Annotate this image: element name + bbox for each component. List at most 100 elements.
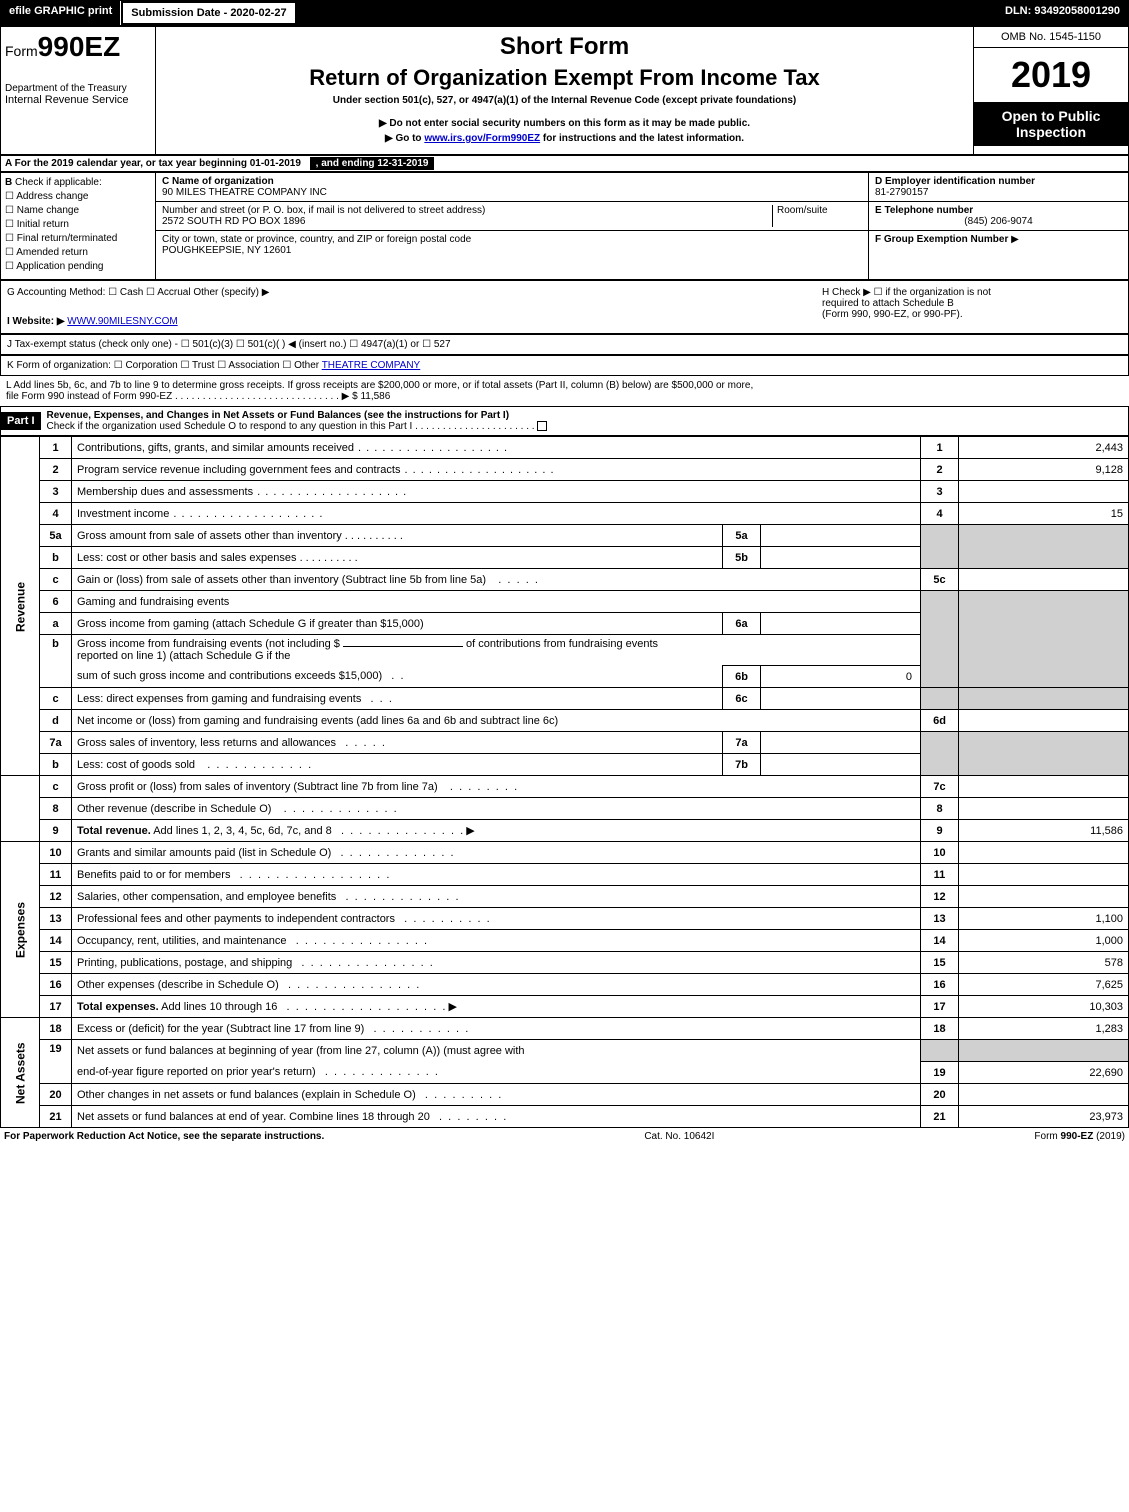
sub-7b: 7b — [723, 754, 761, 776]
header-left: Form990EZ Department of the Treasury Int… — [1, 27, 156, 154]
subval-6b: 0 — [761, 666, 921, 688]
cb-final-return[interactable]: ☐ Final return/terminated — [5, 233, 151, 244]
org-name: 90 MILES THEATRE COMPANY INC — [162, 187, 862, 198]
org-name-row: C Name of organization 90 MILES THEATRE … — [156, 173, 868, 202]
ein-row: D Employer identification number 81-2790… — [869, 173, 1128, 202]
desc-7b: Less: cost of goods sold . . . . . . . .… — [72, 754, 723, 776]
row-14: 14 Occupancy, rent, utilities, and maint… — [1, 930, 1129, 952]
row-15: 15 Printing, publications, postage, and … — [1, 952, 1129, 974]
box-17: 17 — [921, 996, 959, 1018]
val-11 — [959, 864, 1129, 886]
row-10: Expenses 10 Grants and similar amounts p… — [1, 842, 1129, 864]
row-16: 16 Other expenses (describe in Schedule … — [1, 974, 1129, 996]
ln-15: 15 — [40, 952, 72, 974]
row-21: 21 Net assets or fund balances at end of… — [1, 1106, 1129, 1128]
topbar-spacer — [297, 1, 997, 25]
row-18: Net Assets 18 Excess or (deficit) for th… — [1, 1018, 1129, 1040]
box-4: 4 — [921, 503, 959, 525]
val-2: 9,128 — [959, 459, 1129, 481]
ln-16: 16 — [40, 974, 72, 996]
website-link[interactable]: WWW.90MILESNY.COM — [67, 316, 177, 327]
e-label: E Telephone number — [875, 205, 1122, 216]
ln-6: 6 — [40, 591, 72, 613]
section-b-checkboxes: B Check if applicable: ☐ Address change … — [1, 173, 156, 279]
k-text: K Form of organization: ☐ Corporation ☐ … — [7, 360, 322, 371]
section-a-ending: , and ending 12-31-2019 — [310, 157, 435, 170]
h-check-block: H Check ▶ ☐ if the organization is not r… — [822, 287, 1122, 327]
c-label: C Name of organization — [162, 176, 862, 187]
form-name: Form990EZ — [5, 31, 151, 63]
desc-6a: Gross income from gaming (attach Schedul… — [72, 613, 723, 635]
cb-name-change-label: Name change — [17, 205, 79, 216]
box-19: 19 — [921, 1062, 959, 1084]
j-tax-exempt: J Tax-exempt status (check only one) - ☐… — [0, 334, 1129, 355]
row-6: 6 Gaming and fundraising events — [1, 591, 1129, 613]
cb-application-pending[interactable]: ☐ Application pending — [5, 261, 151, 272]
footer-right: Form 990-EZ (2019) — [1034, 1131, 1125, 1142]
row-11: 11 Benefits paid to or for members . . .… — [1, 864, 1129, 886]
k-other-link[interactable]: THEATRE COMPANY — [322, 360, 421, 371]
ln-7c: c — [40, 776, 72, 798]
subval-5b — [761, 547, 921, 569]
entity-center: C Name of organization 90 MILES THEATRE … — [156, 173, 868, 279]
ln-14: 14 — [40, 930, 72, 952]
cb-initial-return[interactable]: ☐ Initial return — [5, 219, 151, 230]
form-number: 990EZ — [38, 31, 121, 62]
cb-amended-return[interactable]: ☐ Amended return — [5, 247, 151, 258]
row-6d: d Net income or (loss) from gaming and f… — [1, 710, 1129, 732]
part-i-header-row: Part I Revenue, Expenses, and Changes in… — [0, 406, 1129, 436]
val-7c — [959, 776, 1129, 798]
irs-label: Internal Revenue Service — [5, 94, 151, 106]
cb-address-change[interactable]: ☐ Address change — [5, 191, 151, 202]
desc-16: Other expenses (describe in Schedule O) … — [72, 974, 921, 996]
box-2: 2 — [921, 459, 959, 481]
row-4: 4 Investment income 4 15 — [1, 503, 1129, 525]
open-public-line2: Inspection — [978, 124, 1124, 140]
desc-1: Contributions, gifts, grants, and simila… — [72, 437, 921, 459]
ln-2: 2 — [40, 459, 72, 481]
shadeval-6 — [959, 591, 1129, 688]
row-19a: 19 Net assets or fund balances at beginn… — [1, 1040, 1129, 1062]
val-18: 1,283 — [959, 1018, 1129, 1040]
subval-7a — [761, 732, 921, 754]
irs-link[interactable]: www.irs.gov/Form990EZ — [424, 133, 540, 144]
phone-row: E Telephone number (845) 206-9074 — [869, 202, 1128, 231]
check-if-applicable: Check if applicable: — [15, 177, 102, 188]
f-arrow: ▶ — [1011, 234, 1019, 245]
desc-14: Occupancy, rent, utilities, and maintena… — [72, 930, 921, 952]
k-form-org: K Form of organization: ☐ Corporation ☐ … — [0, 355, 1129, 376]
subval-6c — [761, 688, 921, 710]
ein-value: 81-2790157 — [875, 187, 1122, 198]
ln-11: 11 — [40, 864, 72, 886]
street-label: Number and street (or P. O. box, if mail… — [162, 205, 772, 216]
open-public-line1: Open to Public — [978, 108, 1124, 124]
desc-12: Salaries, other compensation, and employ… — [72, 886, 921, 908]
efile-print-button[interactable]: efile GRAPHIC print — [1, 1, 121, 25]
val-6d — [959, 710, 1129, 732]
f-label: F Group Exemption Number — [875, 234, 1008, 245]
room-suite-label: Room/suite — [772, 205, 862, 227]
desc-9: Total revenue. Add lines 1, 2, 3, 4, 5c,… — [72, 820, 921, 842]
shade-6c — [921, 688, 959, 710]
val-17: 10,303 — [959, 996, 1129, 1018]
dept-treasury: Department of the Treasury — [5, 83, 151, 94]
d-label: D Employer identification number — [875, 176, 1122, 187]
box-12: 12 — [921, 886, 959, 908]
cb-application-pending-label: Application pending — [16, 261, 103, 272]
val-21: 23,973 — [959, 1106, 1129, 1128]
box-13: 13 — [921, 908, 959, 930]
ln-6c: c — [40, 688, 72, 710]
sub-6c: 6c — [723, 688, 761, 710]
cb-name-change[interactable]: ☐ Name change — [5, 205, 151, 216]
desc-15: Printing, publications, postage, and shi… — [72, 952, 921, 974]
shadeval-6c — [959, 688, 1129, 710]
part-i-checkbox[interactable] — [537, 421, 547, 431]
ln-20: 20 — [40, 1084, 72, 1106]
box-20: 20 — [921, 1084, 959, 1106]
box-1: 1 — [921, 437, 959, 459]
row-6c: c Less: direct expenses from gaming and … — [1, 688, 1129, 710]
shade-5ab — [921, 525, 959, 569]
ln-12: 12 — [40, 886, 72, 908]
box-9: 9 — [921, 820, 959, 842]
desc-19b: end-of-year figure reported on prior yea… — [72, 1062, 921, 1084]
